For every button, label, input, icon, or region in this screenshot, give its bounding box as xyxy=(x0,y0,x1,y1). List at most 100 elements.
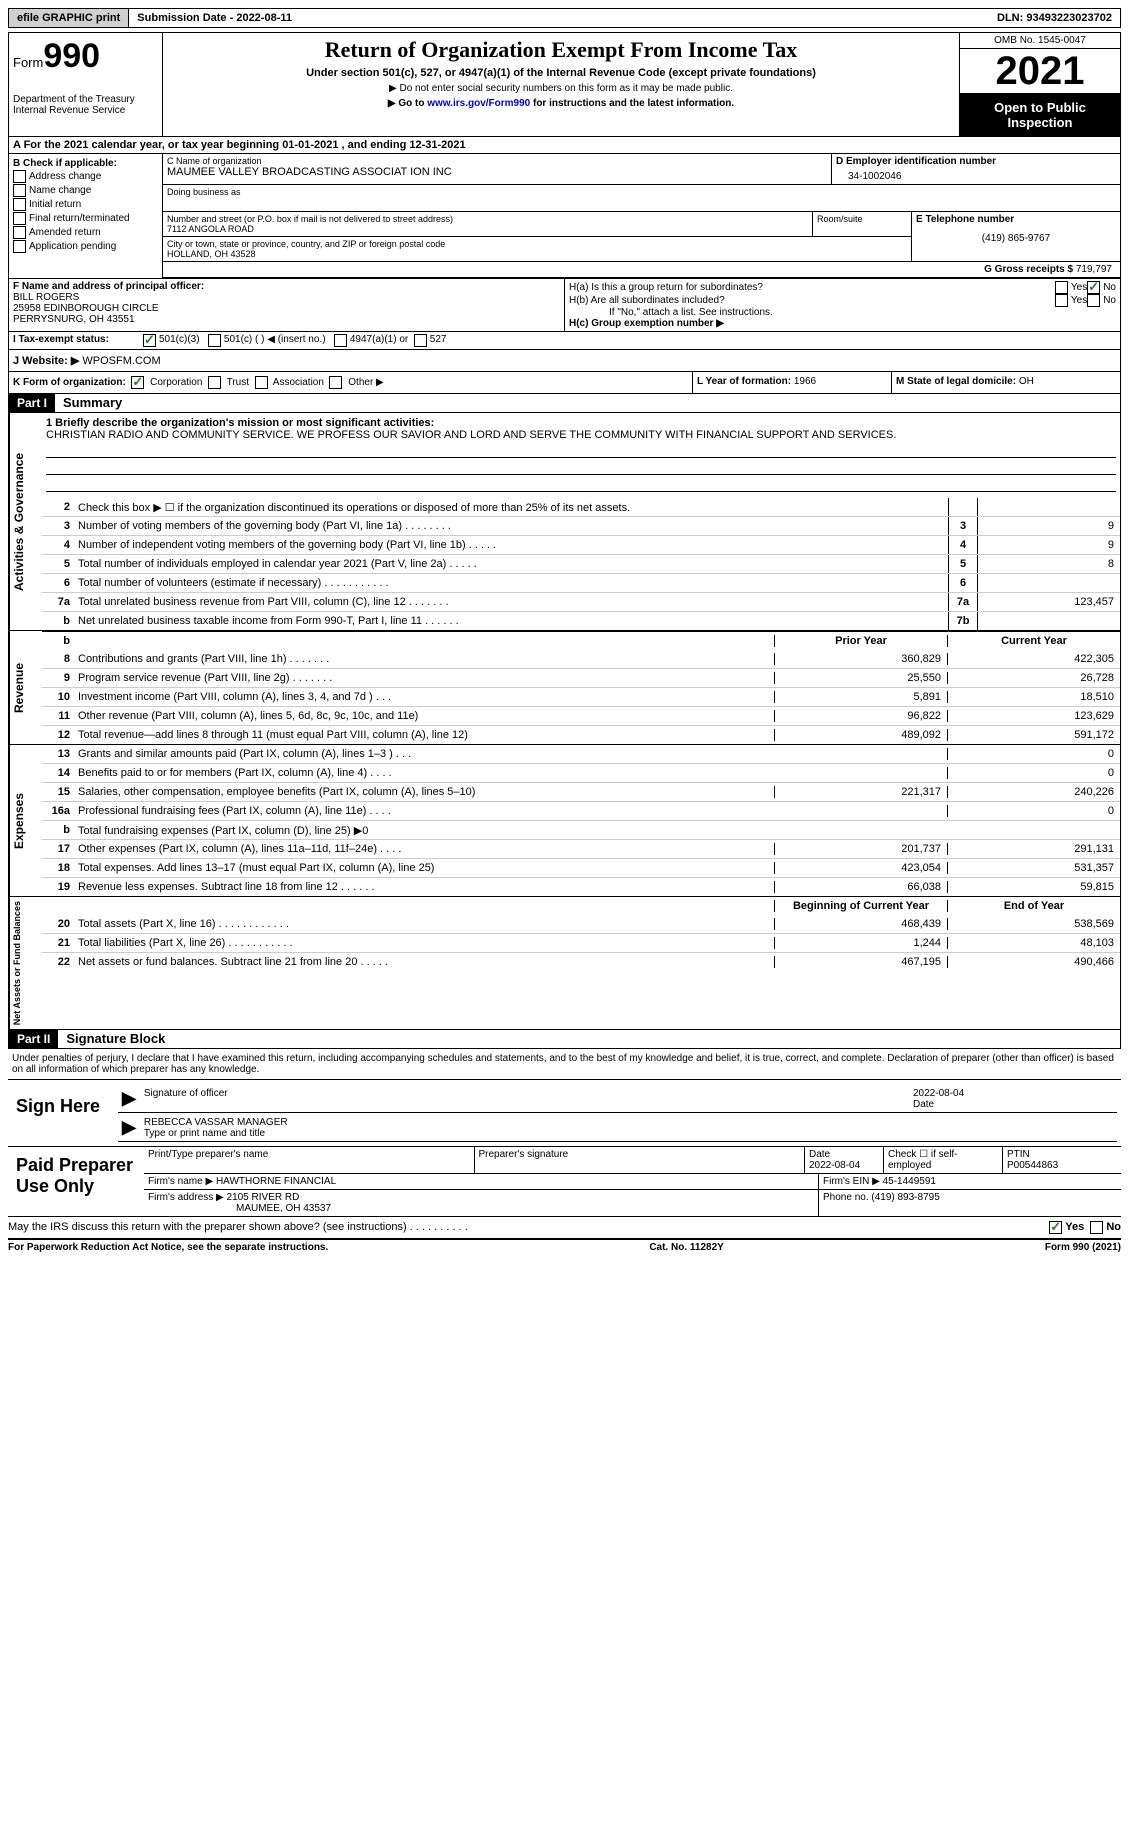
chk-association[interactable] xyxy=(255,376,268,389)
end-year-hdr: End of Year xyxy=(947,900,1120,912)
line-11: 11Other revenue (Part VIII, column (A), … xyxy=(42,706,1120,725)
discuss-row: May the IRS discuss this return with the… xyxy=(8,1217,1121,1240)
line-19: 19Revenue less expenses. Subtract line 1… xyxy=(42,877,1120,896)
form-title: Return of Organization Exempt From Incom… xyxy=(167,37,955,63)
prior-year-hdr: Prior Year xyxy=(774,635,947,647)
form-header: Form990 Department of the Treasury Inter… xyxy=(8,32,1121,137)
chk-name-change[interactable]: Name change xyxy=(13,184,158,197)
gov-line-7a: 7aTotal unrelated business revenue from … xyxy=(42,592,1120,611)
col-b-checkboxes: B Check if applicable: Address change Na… xyxy=(9,154,163,278)
signature-label: Signature of officer xyxy=(140,1086,909,1112)
line-18: 18Total expenses. Add lines 13–17 (must … xyxy=(42,858,1120,877)
signer-name: REBECCA VASSAR MANAGER xyxy=(144,1117,288,1128)
paid-preparer-block: Paid Preparer Use Only Print/Type prepar… xyxy=(8,1147,1121,1217)
ein-cell: D Employer identification number 34-1002… xyxy=(832,154,1120,184)
part2-header: Part IISignature Block xyxy=(8,1030,1121,1049)
page-footer: For Paperwork Reduction Act Notice, see … xyxy=(8,1240,1121,1255)
begin-year-hdr: Beginning of Current Year xyxy=(774,900,947,912)
line-22: 22Net assets or fund balances. Subtract … xyxy=(42,952,1120,971)
submission-date: Submission Date - 2022-08-11 xyxy=(129,9,300,27)
ptin: P00544863 xyxy=(1007,1160,1058,1171)
form-subtitle: Under section 501(c), 527, or 4947(a)(1)… xyxy=(167,67,955,79)
city-cell: City or town, state or province, country… xyxy=(163,237,911,261)
hb-no[interactable]: No xyxy=(1103,295,1116,306)
mission-block: 1 Briefly describe the organization's mi… xyxy=(42,413,1120,498)
penalty-statement: Under penalties of perjury, I declare th… xyxy=(8,1049,1121,1080)
website-row: J Website: ▶ WPOSFM.COM xyxy=(8,350,1121,372)
form-number: Form990 xyxy=(13,37,158,76)
street-cell: Number and street (or P.O. box if mail i… xyxy=(163,212,813,236)
line-12: 12Total revenue—add lines 8 through 11 (… xyxy=(42,725,1120,744)
chk-501c3[interactable] xyxy=(143,334,156,347)
dba-cell: Doing business as xyxy=(163,185,1120,212)
line-9: 9Program service revenue (Part VIII, lin… xyxy=(42,668,1120,687)
top-bar: efile GRAPHIC print Submission Date - 20… xyxy=(8,8,1121,28)
line-10: 10Investment income (Part VIII, column (… xyxy=(42,687,1120,706)
form-org-row: K Form of organization: Corporation Trus… xyxy=(8,372,1121,394)
ha-yes[interactable]: Yes xyxy=(1071,282,1087,293)
chk-other[interactable] xyxy=(329,376,342,389)
chk-amended-return[interactable]: Amended return xyxy=(13,226,158,239)
prep-self-employed[interactable]: Check ☐ if self-employed xyxy=(884,1147,1003,1173)
line-17: 17Other expenses (Part IX, column (A), l… xyxy=(42,839,1120,858)
arrow-icon: ▶ xyxy=(118,1086,140,1112)
gross-receipts: G Gross receipts $ 719,797 xyxy=(163,262,1120,278)
ha-no[interactable]: No xyxy=(1103,282,1116,293)
open-to-public: Open to Public Inspection xyxy=(960,94,1120,136)
hb-yes[interactable]: Yes xyxy=(1071,295,1087,306)
prep-sig-lbl: Preparer's signature xyxy=(475,1147,806,1173)
row-fh: F Name and address of principal officer:… xyxy=(8,279,1121,332)
firm-phone: Phone no. (419) 893-8795 xyxy=(819,1190,1121,1216)
chk-501c[interactable] xyxy=(208,334,221,347)
line-8: 8Contributions and grants (Part VIII, li… xyxy=(42,650,1120,668)
chk-address-change[interactable]: Address change xyxy=(13,170,158,183)
activities-governance: Activities & Governance 1 Briefly descri… xyxy=(8,413,1121,631)
org-name-cell: C Name of organization MAUMEE VALLEY BRO… xyxy=(163,154,832,184)
gov-line-4: 4Number of independent voting members of… xyxy=(42,535,1120,554)
gov-line-3: 3Number of voting members of the governi… xyxy=(42,516,1120,535)
gov-line-5: 5Total number of individuals employed in… xyxy=(42,554,1120,573)
form-link-line: ▶ Go to www.irs.gov/Form990 for instruct… xyxy=(167,98,955,109)
line-13: 13Grants and similar amounts paid (Part … xyxy=(42,745,1120,763)
efile-print-button[interactable]: efile GRAPHIC print xyxy=(9,9,129,27)
form-note-ssn: ▶ Do not enter social security numbers o… xyxy=(167,83,955,94)
chk-initial-return[interactable]: Initial return xyxy=(13,198,158,211)
sign-date: 2022-08-04 xyxy=(913,1088,964,1099)
group-return: H(a) Is this a group return for subordin… xyxy=(565,279,1120,331)
section-bcd: B Check if applicable: Address change Na… xyxy=(8,154,1121,279)
line-a-tax-year: A For the 2021 calendar year, or tax yea… xyxy=(8,137,1121,154)
chk-corporation[interactable] xyxy=(131,376,144,389)
paid-preparer-label: Paid Preparer Use Only xyxy=(8,1147,144,1216)
sign-here-label: Sign Here xyxy=(8,1080,114,1146)
rev-b: b xyxy=(42,635,74,647)
room-cell: Room/suite xyxy=(813,212,911,236)
firm-name: Firm's name ▶ HAWTHORNE FINANCIAL xyxy=(144,1174,819,1189)
chk-4947[interactable] xyxy=(334,334,347,347)
line-15: 15Salaries, other compensation, employee… xyxy=(42,782,1120,801)
phone-cell: E Telephone number (419) 865-9767 xyxy=(912,212,1120,261)
chk-527[interactable] xyxy=(414,334,427,347)
irs-link[interactable]: www.irs.gov/Form990 xyxy=(427,98,530,109)
firm-ein: Firm's EIN ▶ 45-1449591 xyxy=(819,1174,1121,1189)
part1-header: Part ISummary xyxy=(8,394,1121,413)
chk-final-return[interactable]: Final return/terminated xyxy=(13,212,158,225)
chk-application-pending[interactable]: Application pending xyxy=(13,240,158,253)
net-assets-section: Net Assets or Fund Balances Beginning of… xyxy=(8,897,1121,1030)
line-b: bTotal fundraising expenses (Part IX, co… xyxy=(42,820,1120,839)
gov-line-2: 2Check this box ▶ ☐ if the organization … xyxy=(42,498,1120,516)
expenses-section: Expenses 13Grants and similar amounts pa… xyxy=(8,745,1121,897)
line-20: 20Total assets (Part X, line 16) . . . .… xyxy=(42,915,1120,933)
principal-officer: F Name and address of principal officer:… xyxy=(9,279,565,331)
discuss-no[interactable] xyxy=(1090,1221,1103,1234)
discuss-yes[interactable] xyxy=(1049,1221,1062,1234)
b-header: B Check if applicable: xyxy=(13,158,158,169)
sign-here-block: Sign Here ▶Signature of officer 2022-08-0… xyxy=(8,1080,1121,1147)
side-label-net-assets: Net Assets or Fund Balances xyxy=(9,897,42,1029)
prep-date: 2022-08-04 xyxy=(809,1160,860,1171)
line-21: 21Total liabilities (Part X, line 26) . … xyxy=(42,933,1120,952)
firm-address: Firm's address ▶ 2105 RIVER RD xyxy=(148,1192,299,1203)
omb-number: OMB No. 1545-0047 xyxy=(960,33,1120,49)
line-16a: 16aProfessional fundraising fees (Part I… xyxy=(42,801,1120,820)
arrow-icon: ▶ xyxy=(118,1115,140,1141)
chk-trust[interactable] xyxy=(208,376,221,389)
